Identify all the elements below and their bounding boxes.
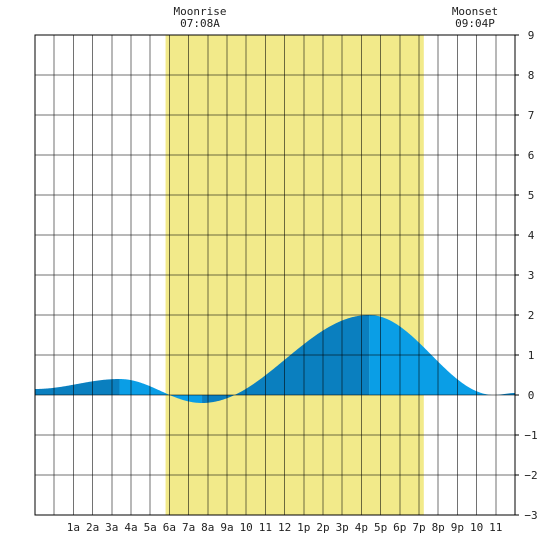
x-tick-label: 7a xyxy=(182,521,195,534)
y-tick-label: 5 xyxy=(528,189,535,202)
x-tick-label: 11 xyxy=(259,521,272,534)
x-tick-label: 10 xyxy=(240,521,253,534)
y-tick-label: 3 xyxy=(528,269,535,282)
y-tick-label: 2 xyxy=(528,309,535,322)
x-tick-label: 11 xyxy=(489,521,502,534)
y-tick-label: 7 xyxy=(528,109,535,122)
x-tick-label: 4p xyxy=(355,521,368,534)
moonrise-time: 07:08A xyxy=(180,17,220,30)
x-tick-label: 9p xyxy=(451,521,464,534)
y-tick-label: −3 xyxy=(524,509,537,522)
tide-area-segment-2 xyxy=(119,379,203,403)
x-tick-label: 8a xyxy=(201,521,214,534)
x-tick-label: 9a xyxy=(220,521,233,534)
moonrise-label: Moonrise 07:08A xyxy=(150,6,250,30)
y-tick-label: 4 xyxy=(528,229,535,242)
x-tick-label: 8p xyxy=(432,521,445,534)
x-tick-label: 10 xyxy=(470,521,483,534)
x-tick-label: 6a xyxy=(163,521,176,534)
x-tick-label: 2p xyxy=(316,521,329,534)
x-tick-label: 7p xyxy=(412,521,425,534)
x-tick-label: 1a xyxy=(67,521,80,534)
tide-area-segment-1 xyxy=(35,379,120,395)
x-tick-label: 12 xyxy=(278,521,291,534)
x-tick-label: 5a xyxy=(144,521,157,534)
x-tick-label: 2a xyxy=(86,521,99,534)
y-axis-labels: −3 −2 −1 0 1 2 3 4 5 6 7 8 9 xyxy=(515,29,538,522)
moonrise-title: Moonrise xyxy=(173,5,227,18)
x-tick-label: 3p xyxy=(336,521,349,534)
moonset-title: Moonset xyxy=(451,5,499,18)
moonset-label: Moonset 09:04P xyxy=(425,6,525,30)
x-tick-label: 4a xyxy=(124,521,137,534)
x-axis-labels: 1a 2a 3a 4a 5a 6a 7a 8a 9a 10 11 12 1p 2p 3p 4p 5p 6p 7p 8p… xyxy=(67,521,503,534)
y-tick-label: 6 xyxy=(528,149,535,162)
x-tick-label: 5p xyxy=(374,521,387,534)
y-tick-label: −2 xyxy=(524,469,537,482)
y-tick-label: 0 xyxy=(528,389,535,402)
moonset-time: 09:04P xyxy=(455,17,495,30)
tide-area-segment-3 xyxy=(202,315,370,403)
y-tick-label: 1 xyxy=(528,349,535,362)
y-tick-label: 9 xyxy=(528,29,535,42)
y-tick-label: −1 xyxy=(524,429,537,442)
x-tick-label: 6p xyxy=(393,521,406,534)
y-tick-label: 8 xyxy=(528,69,535,82)
x-tick-label: 1p xyxy=(297,521,310,534)
x-tick-label: 3a xyxy=(105,521,118,534)
